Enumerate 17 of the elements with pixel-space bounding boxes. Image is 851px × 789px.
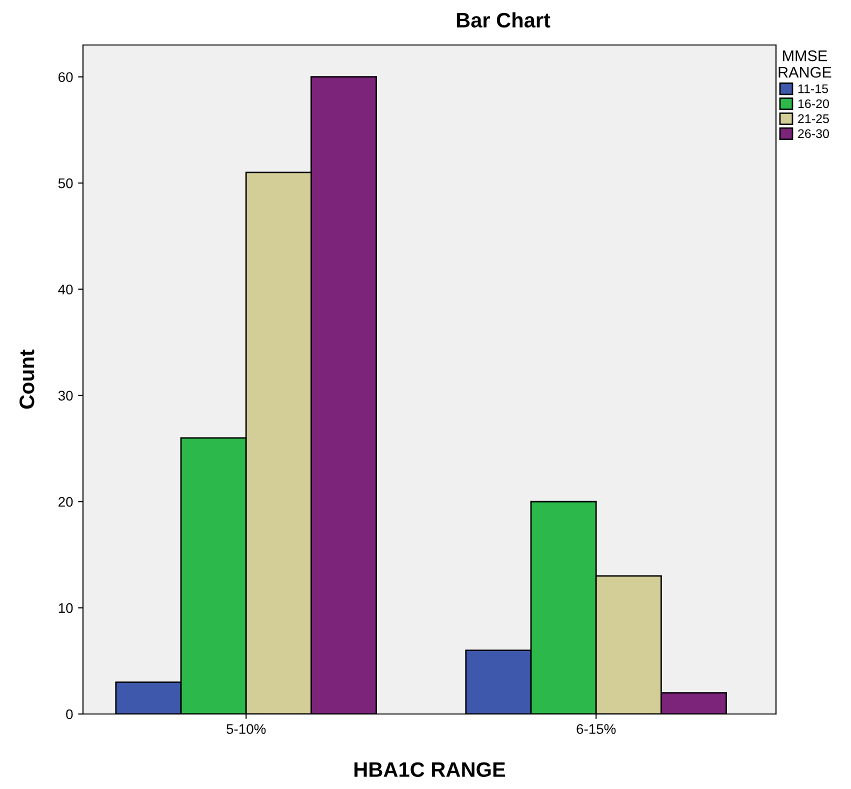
legend-label: 21-25 (798, 114, 829, 124)
y-axis-title: Count (20, 350, 34, 409)
legend-title: MMSE RANGE (778, 50, 832, 78)
y-tick-label: 20 (58, 496, 73, 507)
legend-label: 26-30 (798, 129, 829, 138)
legend-label: 11-15 (798, 84, 828, 94)
y-tick-label: 40 (58, 284, 73, 294)
y-tick-label: 60 (58, 72, 73, 82)
x-axis-title: HBA1C RANGE (354, 762, 506, 777)
y-tick-label: 0 (66, 709, 73, 720)
chart-title: Bar Chart (456, 12, 550, 28)
x-tick-label: 6-15% (576, 724, 616, 734)
y-tick-label: 10 (58, 603, 73, 613)
y-tick-label: 50 (58, 178, 73, 188)
legend-label: 16-20 (798, 99, 829, 108)
y-tick-label: 30 (58, 390, 73, 401)
x-tick-label: 5-10% (226, 724, 266, 734)
